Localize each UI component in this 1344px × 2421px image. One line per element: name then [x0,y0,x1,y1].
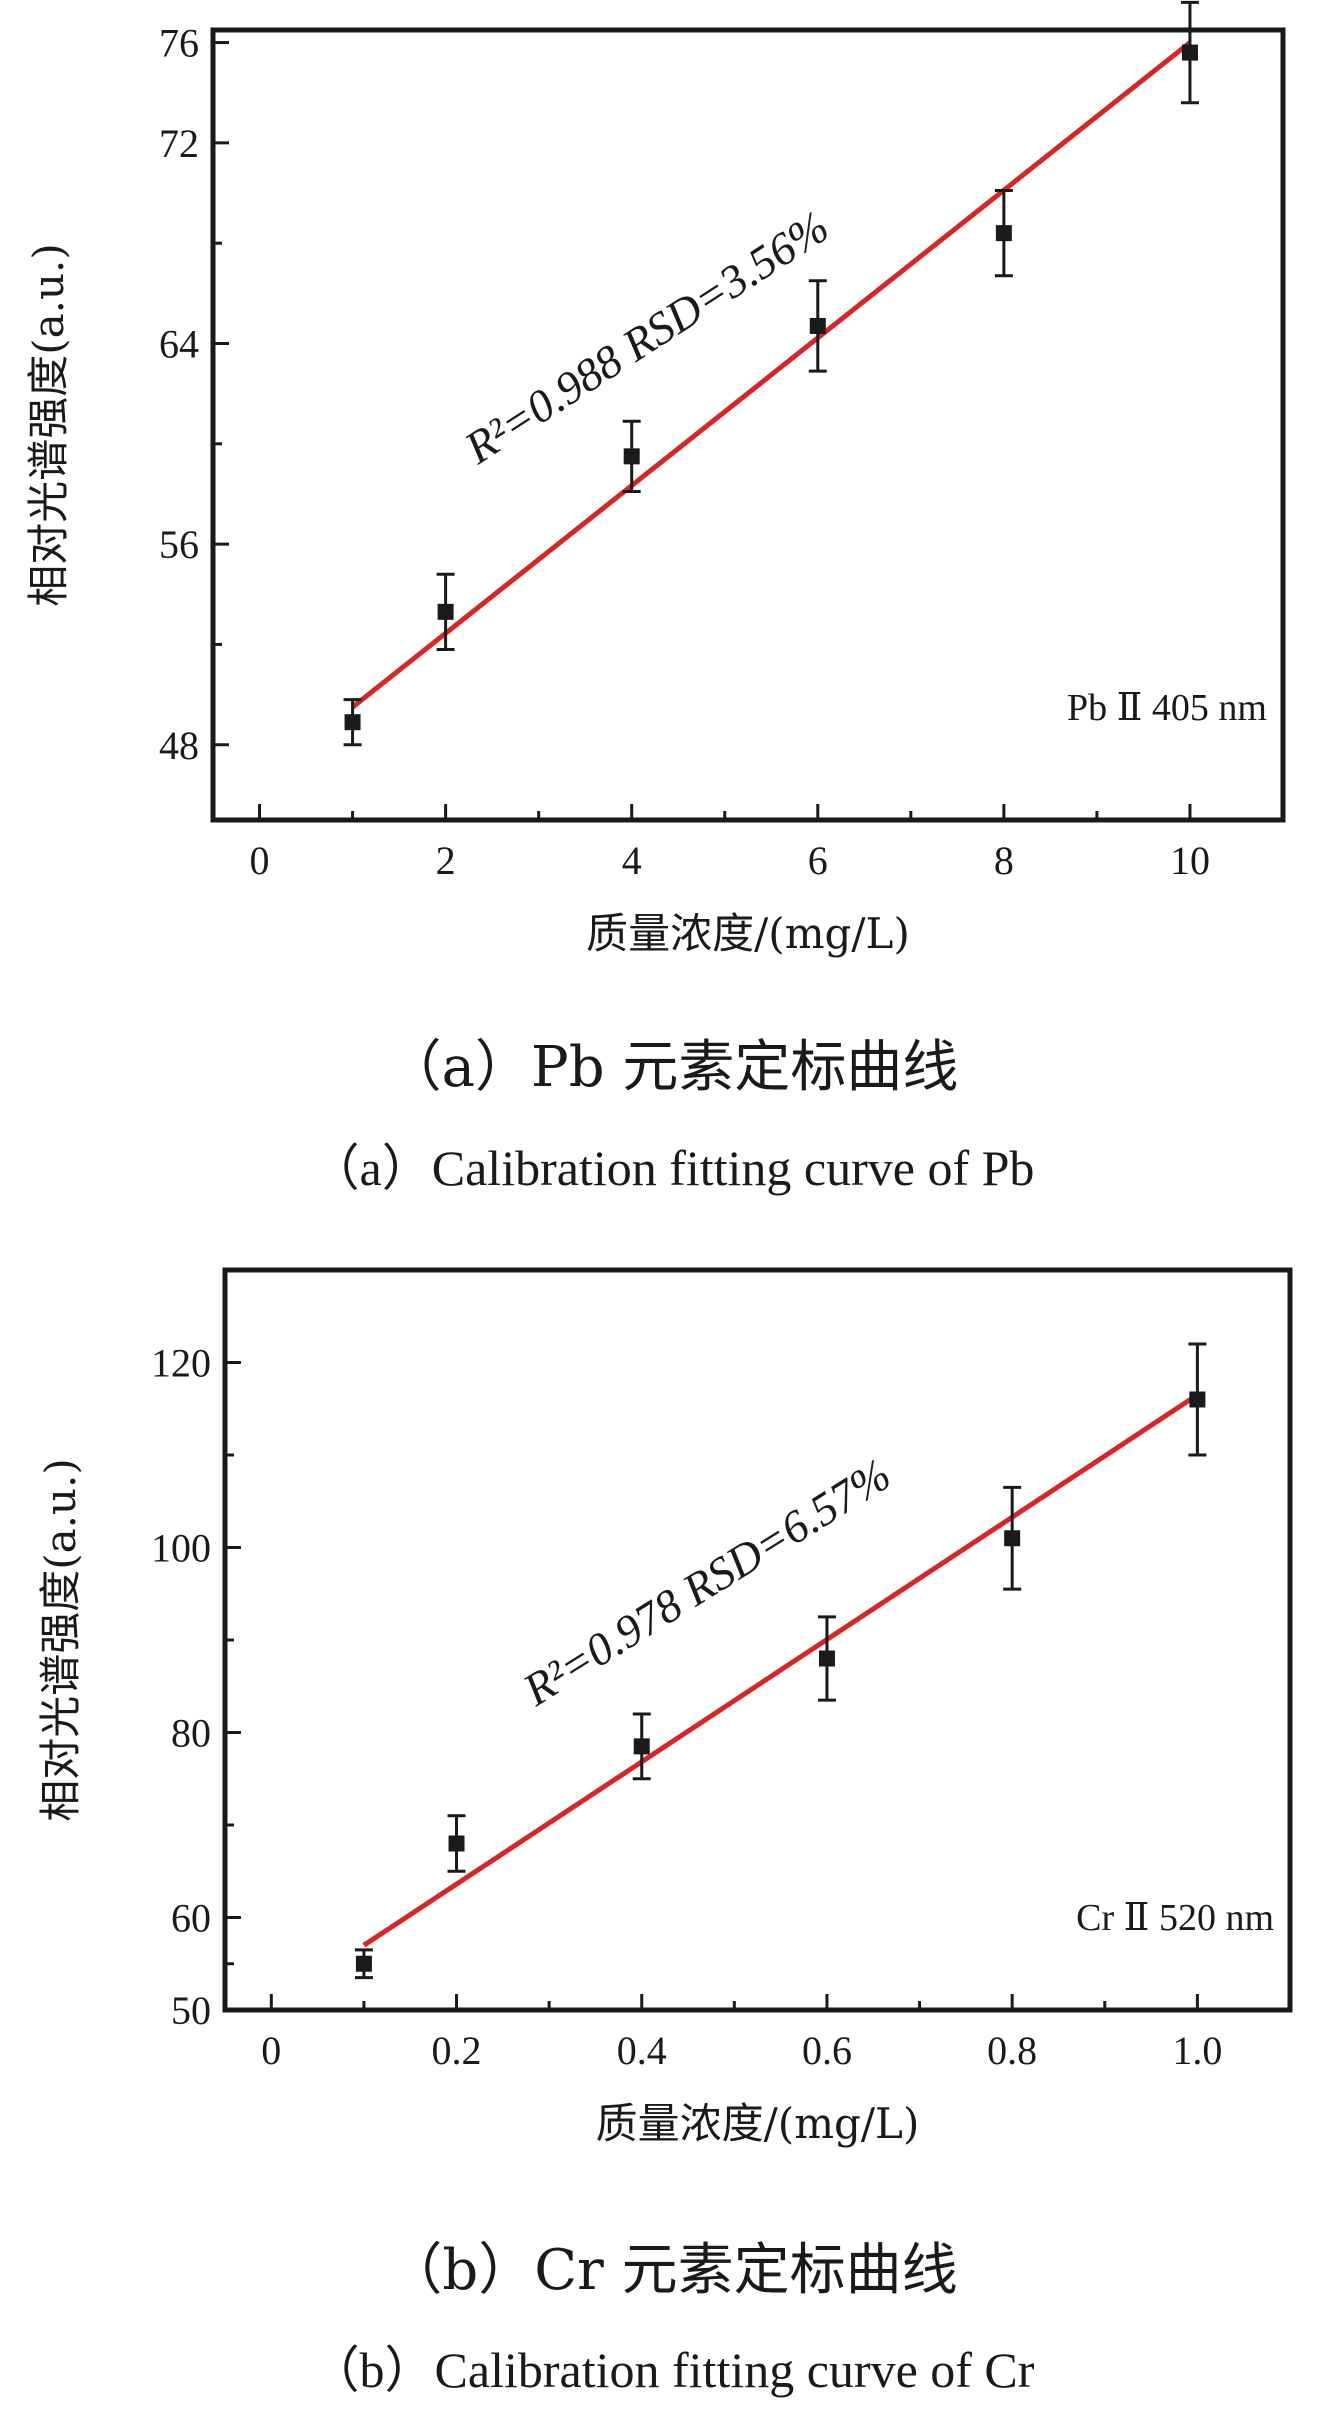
x-axis-label: 质量浓度/(mg/L) [586,909,910,958]
data-point [995,225,1012,242]
data-point [818,1650,835,1667]
chart-cr: 0 0.2 0.4 0.6 0.8 1.0 50 60 80 100 120 质量浓度/(mg/L) 相… [36,1267,1293,2148]
y-tick-label: 76 [159,21,199,66]
y-tick-label: 56 [159,522,199,567]
data-point [437,603,454,620]
fit-line [351,40,1192,710]
y-tick-label: 100 [151,1526,211,1571]
x-tick-label: 0.6 [802,2028,852,2073]
caption-b-en: （b）Calibration fitting curve of Cr [309,2342,1035,2398]
chart-pb: 0 2 4 6 8 10 48 56 64 72 76 质量浓度/(mg/L) 相对光谱强度(a.u.)… [24,0,1286,958]
x-tick-label: 0.2 [432,2028,482,2073]
y-tick-label: 120 [151,1341,211,1386]
x-tick-label: 4 [622,838,642,883]
x-tick-label: 2 [436,838,456,883]
x-tick-label: 0.4 [617,2028,667,2073]
x-axis-label: 质量浓度/(mg/L) [596,2099,920,2148]
data-point [1189,1391,1206,1408]
data-point [344,714,361,731]
y-tick-label: 50 [171,1988,211,2033]
y-axis-label: 相对光谱强度(a.u.) [24,243,73,607]
fit-line [362,1392,1199,1948]
x-tick-label: 1.0 [1172,2028,1222,2073]
fit-equation: R²=0.978 RSD=6.57% [513,1448,899,1715]
caption-a-en: （a）Calibration fitting curve of Pb [309,1140,1035,1196]
x-tick-label: 0 [250,838,270,883]
data-point [623,448,640,465]
x-tick-label: 0.8 [987,2028,1037,2073]
caption-b-cn: （b）Cr 元素定标曲线 [386,2238,958,2303]
x-tick-label: 10 [1170,838,1210,883]
fit-equation: R²=0.988 RSD=3.56% [455,201,838,474]
plot-frame [210,27,1286,823]
y-tick-label: 64 [159,321,199,366]
x-tick-label: 0 [261,2028,281,2073]
y-tick-label: 48 [159,723,199,768]
x-tick-label: 8 [994,838,1014,883]
y-tick-label: 72 [159,121,199,166]
data-point [448,1835,465,1852]
caption-a-cn: （a）Pb 元素定标曲线 [385,1035,959,1100]
y-tick-label: 80 [171,1711,211,1756]
y-axis-label: 相对光谱强度(a.u.) [36,1458,85,1822]
data-point [1181,44,1198,61]
data-point [355,1955,372,1972]
data-point [1004,1530,1021,1547]
data-point [809,317,826,334]
x-tick-label: 6 [808,838,828,883]
data-point [633,1738,650,1755]
series-label: Cr Ⅱ 520 nm [1076,1897,1274,1939]
y-tick-label: 60 [171,1896,211,1941]
series-label: Pb Ⅱ 405 nm [1067,687,1267,729]
